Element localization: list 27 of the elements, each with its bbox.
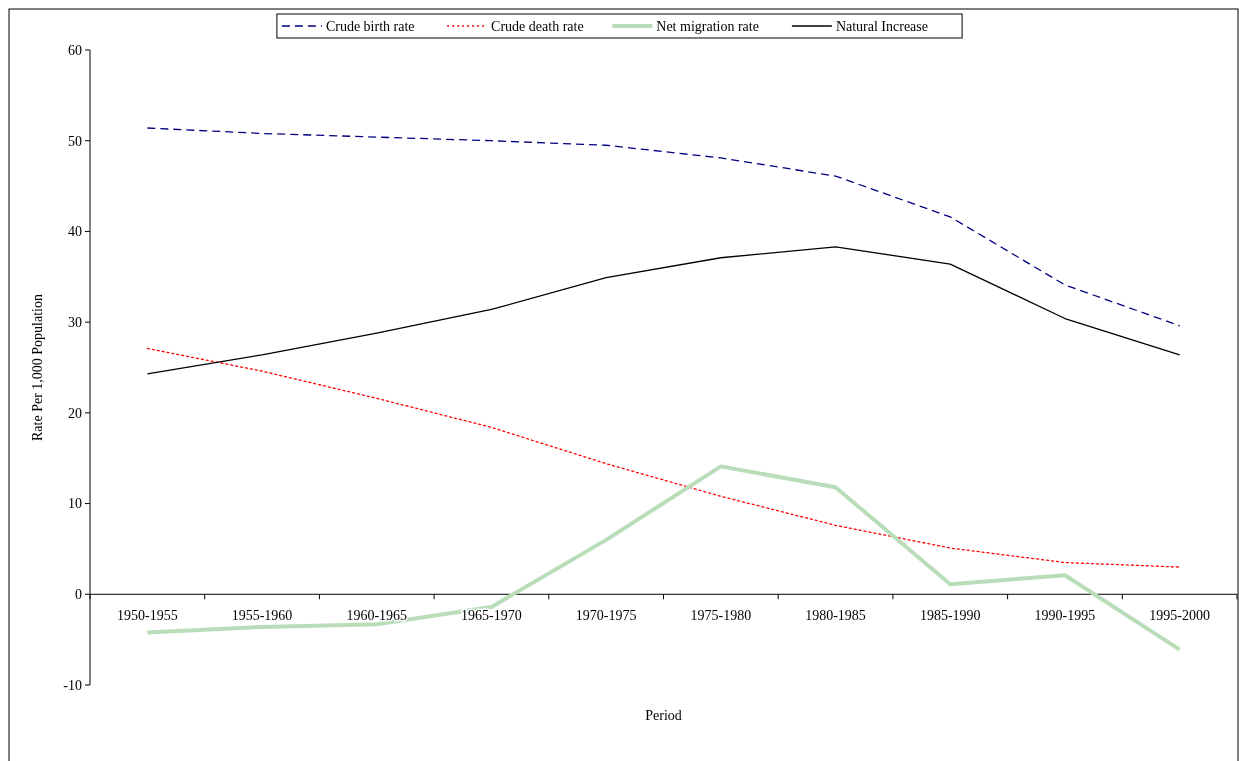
y-tick-label: 20 bbox=[68, 405, 82, 421]
y-tick-label: 0 bbox=[75, 587, 82, 603]
line-series bbox=[146, 246, 1181, 375]
x-tick-label: 1950-1955 bbox=[117, 608, 178, 624]
x-tick-label: 1970-1975 bbox=[575, 608, 637, 624]
y-tick-label: 60 bbox=[68, 42, 82, 58]
y-tick-label: 30 bbox=[68, 315, 82, 331]
x-tick-label: 1975-1980 bbox=[690, 608, 752, 624]
x-tick-label: 1995-2000 bbox=[1149, 608, 1210, 624]
legend-label: Crude death rate bbox=[491, 18, 584, 34]
y-tick-label: 50 bbox=[68, 133, 82, 149]
line-series bbox=[146, 127, 1181, 327]
y-tick-label: -10 bbox=[63, 677, 82, 693]
y-axis-title: Rate Per 1,000 Population bbox=[30, 294, 45, 441]
x-tick-label: 1965-1970 bbox=[461, 608, 522, 624]
x-tick-label: 1980-1985 bbox=[805, 608, 866, 624]
line-series bbox=[146, 347, 1181, 568]
x-axis-title: Period bbox=[645, 708, 682, 723]
legend-label: Natural Increase bbox=[835, 18, 929, 34]
legend-label: Crude birth rate bbox=[325, 18, 415, 34]
y-tick-label: 40 bbox=[68, 224, 82, 240]
x-tick-label: 1985-1990 bbox=[919, 608, 981, 624]
x-tick-label: 1960-1965 bbox=[346, 608, 408, 624]
y-tick-label: 10 bbox=[68, 496, 82, 512]
legend-label: Net migration rate bbox=[656, 18, 759, 34]
x-tick-label: 1955-1960 bbox=[231, 608, 293, 624]
x-tick-label: 1990-1995 bbox=[1034, 608, 1096, 624]
